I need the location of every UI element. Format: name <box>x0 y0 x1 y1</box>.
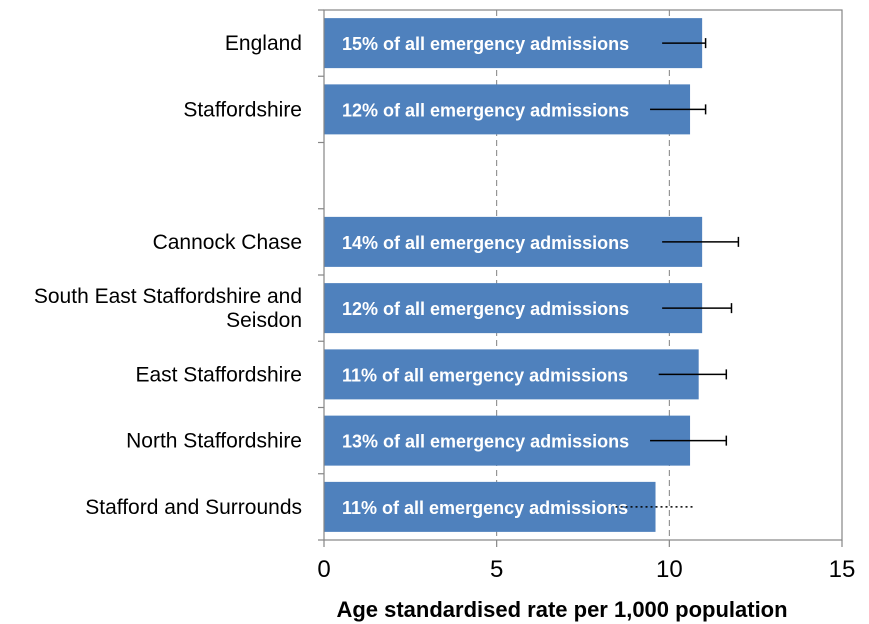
axes <box>318 9 843 547</box>
bar-data-label: 11% of all emergency admissions <box>342 498 628 518</box>
labels: 0 5 10 15 England 15% of all emergency admiss… <box>34 32 855 583</box>
category-label: East Staffordshire <box>135 363 302 386</box>
category-label: Staffordshire <box>183 98 302 121</box>
category-label: England <box>225 32 302 55</box>
bars <box>324 18 703 532</box>
x-tick-label: 0 <box>317 556 330 583</box>
category-label: Stafford and Surrounds <box>85 496 302 519</box>
bar-data-label: 15% of all emergency admissions <box>342 34 629 54</box>
bar-data-label: 11% of all emergency admissions <box>342 365 628 385</box>
bar-data-label: 12% of all emergency admissions <box>342 100 629 120</box>
bar <box>324 481 656 532</box>
x-tick-label: 15 <box>829 556 856 583</box>
category-label: South East Staffordshire and Seisdon <box>34 285 302 332</box>
bar <box>324 216 703 267</box>
x-tick-label: 10 <box>656 556 683 583</box>
category-label: Cannock Chase <box>153 231 302 254</box>
bar <box>324 18 703 69</box>
bar-data-label: 12% of all emergency admissions <box>342 299 629 319</box>
bar <box>324 84 691 135</box>
category-label: North Staffordshire <box>126 430 302 453</box>
x-axis-title: Age standardised rate per 1,000 populati… <box>336 597 787 622</box>
bar <box>324 415 691 466</box>
bar <box>324 283 703 334</box>
bar-data-label: 14% of all emergency admissions <box>342 233 629 253</box>
x-tick-label: 5 <box>490 556 503 583</box>
bar-data-label: 13% of all emergency admissions <box>342 432 629 452</box>
bar <box>324 349 699 400</box>
